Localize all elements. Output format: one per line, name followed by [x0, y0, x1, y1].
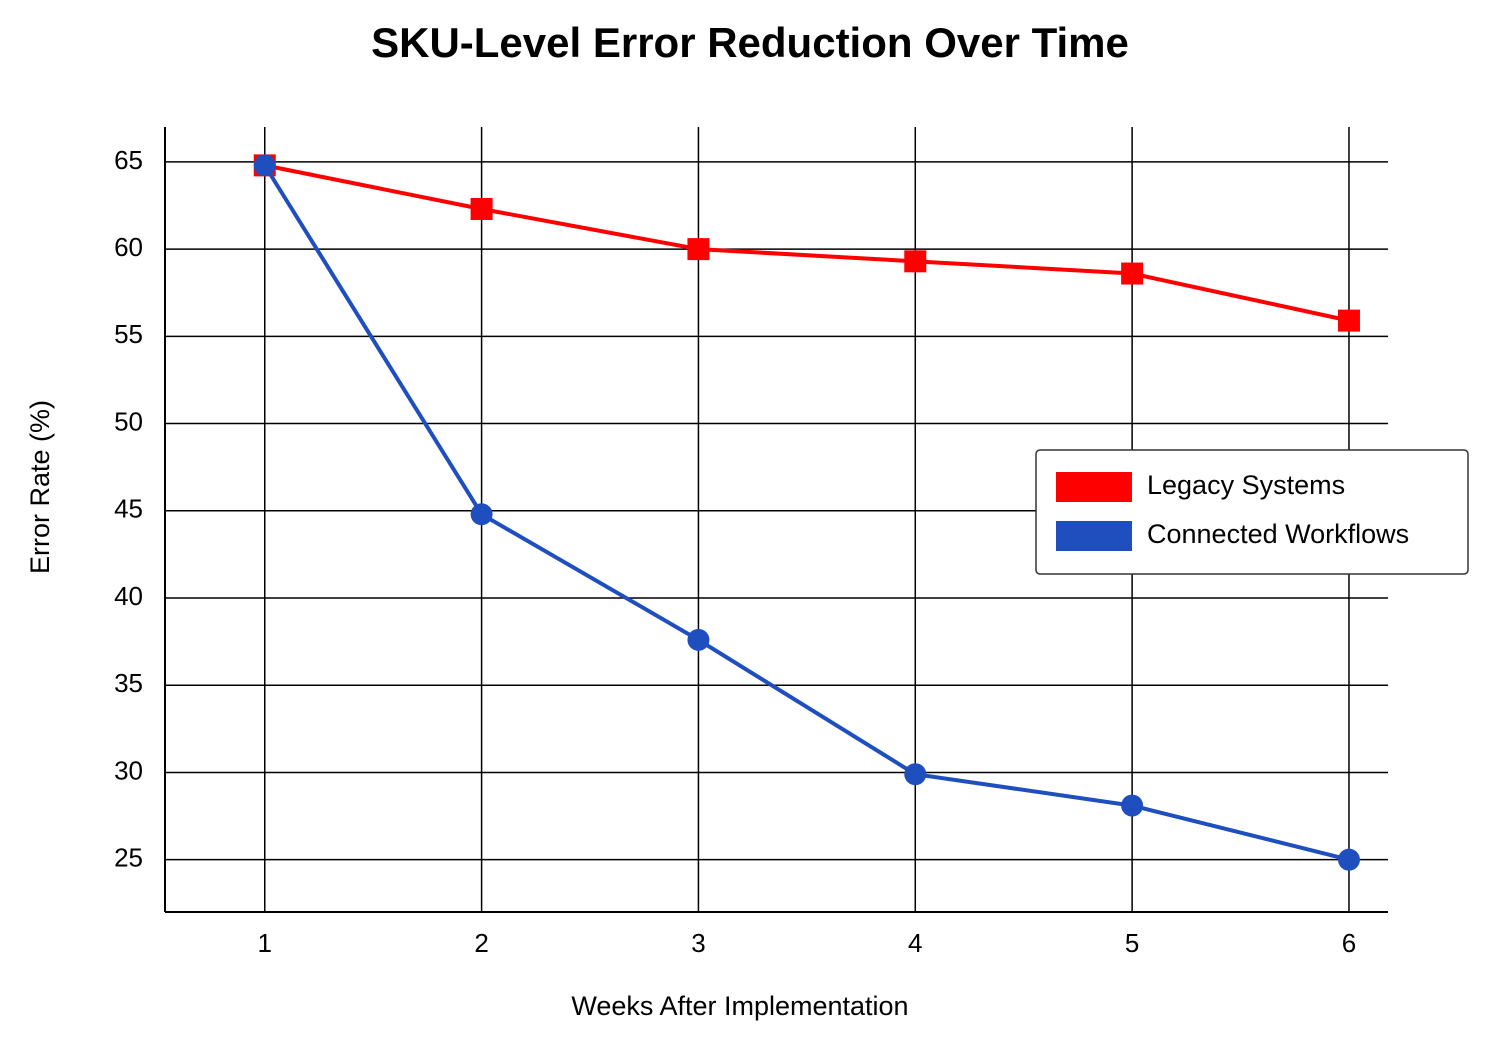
point: [1337, 848, 1360, 871]
series-line: [264, 163, 1350, 323]
series-line: [263, 164, 1350, 862]
point: [904, 763, 927, 786]
x-tick-label: 1: [258, 928, 272, 958]
point: [687, 628, 710, 651]
point: [470, 503, 493, 526]
legend-swatch: [1056, 472, 1132, 502]
x-tick-label: 6: [1342, 928, 1356, 958]
y-tick-label: 25: [114, 843, 143, 873]
y-tick-label: 35: [114, 668, 143, 698]
point: [1121, 794, 1144, 817]
x-axis-label: Weeks After Implementation: [571, 991, 908, 1021]
y-tick-label: 55: [114, 319, 143, 349]
legend-swatch: [1056, 521, 1132, 551]
y-tick-label: 40: [114, 581, 143, 611]
point: [1337, 309, 1360, 332]
x-tick-label: 3: [691, 928, 705, 958]
point: [904, 250, 927, 273]
y-tick-label: 65: [114, 145, 143, 175]
y-tick-label: 60: [114, 232, 143, 262]
x-tick-label: 2: [474, 928, 488, 958]
legend-label: Connected Workflows: [1147, 519, 1409, 549]
x-tick-label: 5: [1125, 928, 1139, 958]
point: [1121, 262, 1144, 285]
point: [687, 238, 710, 261]
y-tick-label: 30: [114, 755, 143, 785]
x-tick-label: 4: [908, 928, 922, 958]
point: [470, 197, 493, 220]
legend-label: Legacy Systems: [1147, 470, 1345, 500]
point: [253, 154, 276, 177]
y-axis-label: Error Rate (%): [25, 400, 55, 574]
y-tick-label: 50: [114, 406, 143, 436]
chart-title: SKU-Level Error Reduction Over Time: [371, 19, 1129, 66]
y-tick-label: 45: [114, 494, 143, 524]
legend-box: [1035, 449, 1469, 575]
